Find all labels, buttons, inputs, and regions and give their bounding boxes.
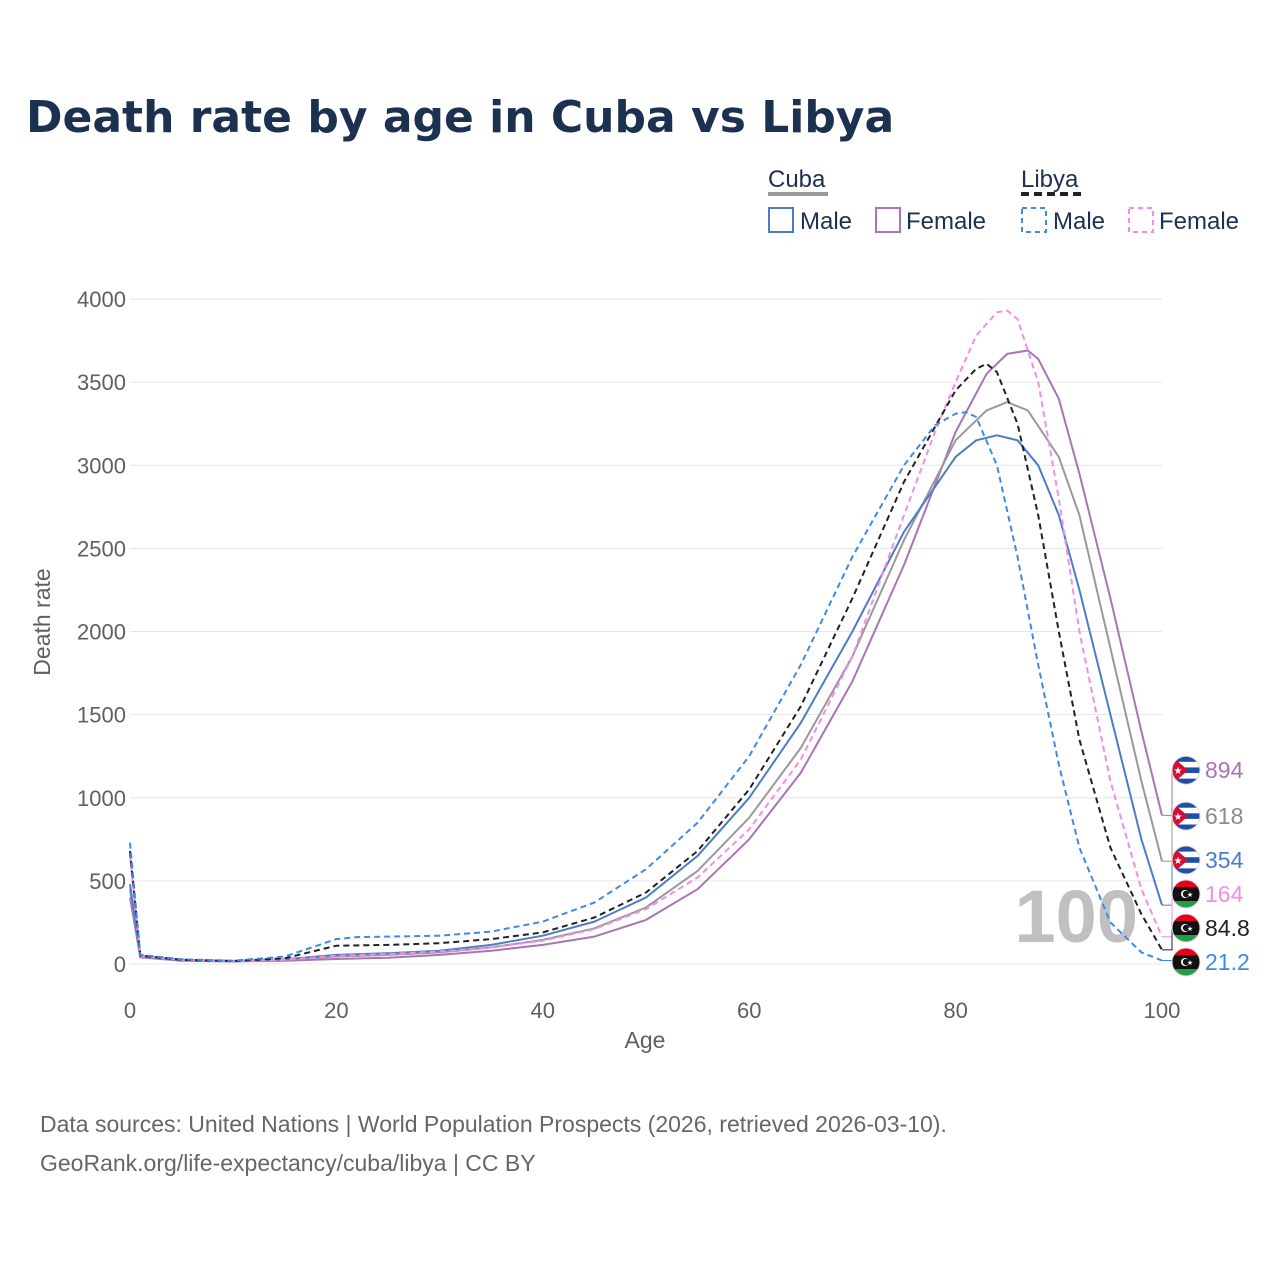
end-label-libya_male: 21.2 (1205, 949, 1250, 975)
libya-flag-icon: ★ (1171, 879, 1201, 909)
svg-text:★: ★ (1174, 766, 1183, 777)
legend-libya-male-label: Male (1053, 208, 1105, 235)
y-tick-1500: 1500 (77, 703, 126, 728)
series-lines (129, 309, 1163, 963)
x-tick-100: 100 (1144, 998, 1181, 1023)
legend-cuba-female-box[interactable] (875, 207, 901, 233)
legend-cuba-female-label: Female (906, 208, 986, 235)
legend-libya-female-label: Female (1159, 208, 1239, 235)
y-axis: 0 500 1000 1500 2000 2500 3000 3500 4000 (77, 287, 126, 977)
end-connector-cuba_total (1162, 816, 1173, 862)
series-line-cuba_female (129, 349, 1163, 963)
end-label-cuba_male: 354 (1205, 847, 1244, 873)
legend[interactable]: Cuba Male Female Libya Male Female (768, 166, 1239, 235)
x-tick-20: 20 (324, 998, 348, 1023)
legend-libya-title: Libya (1021, 166, 1079, 193)
source-line-2: GeoRank.org/life-expectancy/cuba/libya |… (40, 1150, 536, 1176)
svg-text:★: ★ (1174, 856, 1183, 867)
libya-flag-icon: ★ (1171, 913, 1201, 943)
svg-text:★: ★ (1187, 925, 1193, 933)
series-line-libya_total (129, 362, 1163, 962)
end-label-libya_female: 164 (1205, 881, 1244, 907)
end-label-libya_total: 84.8 (1205, 915, 1250, 941)
y-tick-2500: 2500 (77, 536, 126, 561)
series-line-cuba_male (129, 434, 1163, 962)
legend-cuba-male-label: Male (800, 208, 852, 235)
end-labels: ★ 894 ★ 618 ★ 354 ★ 164 ★ 84.8 ★ 21.2 (1162, 755, 1250, 977)
y-tick-2000: 2000 (77, 620, 126, 645)
x-tick-60: 60 (737, 998, 761, 1023)
end-label-cuba_total: 618 (1205, 803, 1243, 829)
x-tick-0: 0 (124, 998, 136, 1023)
y-tick-500: 500 (89, 869, 126, 894)
end-connector-cuba_female (1162, 770, 1173, 816)
y-tick-3500: 3500 (77, 370, 126, 395)
legend-libya-female-box[interactable] (1128, 207, 1154, 233)
series-line-libya_male (129, 411, 1163, 962)
y-tick-3000: 3000 (77, 453, 126, 478)
x-axis: 0 20 40 60 80 100 (124, 998, 1180, 1023)
chart-title: Death rate by age in Cuba vs Libya (26, 92, 894, 143)
end-connector-libya_male (1162, 960, 1173, 962)
y-tick-1000: 1000 (77, 786, 126, 811)
grid (130, 298, 1162, 965)
source-line-1: Data sources: United Nations | World Pop… (40, 1111, 947, 1137)
y-tick-4000: 4000 (77, 287, 126, 312)
end-connector-cuba_male (1162, 860, 1173, 906)
x-tick-80: 80 (943, 998, 967, 1023)
cuba-flag-icon: ★ (1171, 845, 1201, 875)
y-axis-label: Death rate (29, 568, 55, 675)
year-watermark: 100 (1015, 875, 1138, 958)
legend-cuba-male-box[interactable] (768, 207, 794, 233)
legend-cuba-title: Cuba (768, 166, 826, 193)
x-axis-label: Age (625, 1027, 666, 1053)
legend-libya-male-box[interactable] (1021, 207, 1047, 233)
series-line-cuba_total (129, 401, 1163, 963)
end-label-cuba_female: 894 (1205, 757, 1244, 783)
libya-flag-icon: ★ (1171, 947, 1201, 977)
cuba-flag-icon: ★ (1171, 801, 1201, 831)
svg-text:★: ★ (1187, 959, 1193, 967)
end-connector-libya_female (1162, 894, 1173, 938)
series-line-libya_female (129, 309, 1163, 962)
x-tick-40: 40 (531, 998, 555, 1023)
cuba-flag-icon: ★ (1171, 755, 1201, 785)
svg-text:★: ★ (1187, 891, 1193, 899)
svg-text:★: ★ (1174, 812, 1183, 823)
end-connector-libya_total (1162, 928, 1173, 951)
y-tick-0: 0 (114, 952, 126, 977)
